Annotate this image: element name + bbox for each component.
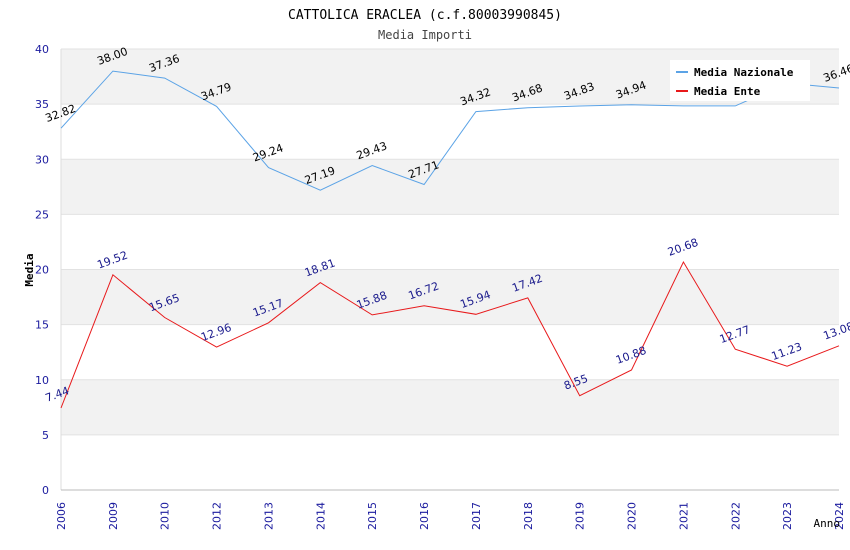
x-tick-label: 2009 — [107, 502, 120, 530]
legend: Media Nazionale Media Ente — [670, 60, 810, 101]
grid-band — [61, 379, 839, 435]
chart-title: CATTOLICA ERACLEA (c.f.80003990845) — [288, 8, 562, 23]
x-tick-label: 2018 — [522, 502, 535, 530]
x-tick-label: 2017 — [470, 502, 483, 530]
grid-band — [61, 214, 839, 270]
x-tick-label: 2024 — [833, 502, 846, 530]
x-tick-label: 2013 — [262, 502, 275, 530]
legend-entry: Media Ente — [694, 85, 761, 98]
chart-subtitle: Media Importi — [378, 28, 472, 42]
legend-box — [670, 60, 810, 101]
grid-band — [61, 269, 839, 325]
series-line — [60, 70, 840, 191]
y-tick-label: 25 — [35, 208, 49, 221]
grid-bands — [60, 48, 839, 491]
x-tick-label: 2010 — [159, 502, 172, 530]
x-tick-label: 2014 — [314, 502, 327, 530]
x-tick-label: 2006 — [55, 502, 68, 530]
x-tick-label: 2016 — [418, 502, 431, 530]
y-tick-label: 5 — [42, 429, 49, 442]
y-tick-label: 10 — [35, 374, 49, 387]
y-tick-label: 20 — [35, 264, 49, 277]
x-axis: 2006 2009 2010 2012 2013 2014 2015 2016 2017 2018… — [55, 502, 846, 530]
x-tick-label: 2023 — [781, 502, 794, 530]
x-tick-label: 2021 — [677, 502, 690, 530]
x-axis-label: Anno — [814, 517, 841, 530]
x-tick-label: 2015 — [366, 502, 379, 530]
x-tick-label: 2020 — [626, 502, 639, 530]
series-lines — [60, 70, 840, 409]
x-tick-label: 2019 — [574, 502, 587, 530]
y-tick-label: 15 — [35, 319, 49, 332]
y-tick-label: 30 — [35, 153, 49, 166]
grid-band — [61, 324, 839, 380]
legend-entry: Media Nazionale — [694, 66, 794, 79]
series-line — [60, 260, 840, 409]
y-axis-label: Media — [23, 253, 36, 286]
y-tick-label: 35 — [35, 98, 49, 111]
y-axis: 0 5 10 15 20 25 30 35 40 — [35, 43, 49, 497]
x-tick-label: 2012 — [211, 502, 224, 530]
y-tick-label: 40 — [35, 43, 49, 56]
y-tick-label: 0 — [42, 484, 49, 497]
x-tick-label: 2022 — [729, 502, 742, 530]
grid-band — [61, 104, 839, 160]
grid-band — [61, 434, 839, 490]
grid-band — [61, 159, 839, 215]
